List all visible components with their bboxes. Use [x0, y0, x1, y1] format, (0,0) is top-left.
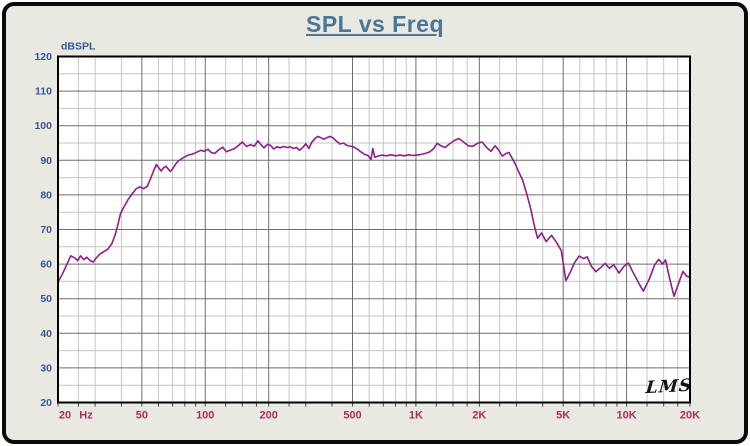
y-tick-label: 20	[40, 397, 52, 409]
x-tick-label: 50	[136, 410, 148, 422]
y-tick-label: 40	[40, 328, 52, 340]
y-tick-label: 70	[40, 224, 52, 236]
y-tick-label: 50	[40, 293, 52, 305]
plot-border	[57, 55, 691, 404]
y-tick-label: 120	[34, 51, 52, 63]
x-tick-label: 200	[259, 410, 277, 422]
x-tick-label: 10K	[616, 410, 636, 422]
y-tick-label: 60	[40, 259, 52, 271]
x-tick-label: 1K	[409, 410, 423, 422]
y-tick-label: 90	[40, 155, 52, 167]
spl-curve	[57, 135, 691, 298]
y-axis-unit-label: dBSPL	[61, 41, 96, 53]
x-tick-label: 100	[196, 410, 214, 422]
y-tick-label: 30	[40, 362, 52, 374]
y-tick-label: 110	[35, 86, 52, 98]
x-tick-label: 20K	[680, 410, 700, 422]
y-tick-label: 80	[40, 189, 52, 201]
x-tick-label: 5K	[556, 410, 570, 422]
y-tick-label: 100	[34, 120, 52, 132]
x-tick-label: 500	[343, 410, 361, 422]
x-tick-label: 2K	[472, 410, 486, 422]
x-tick-label: 20	[59, 410, 71, 422]
lms-logo: LMS	[644, 375, 694, 399]
chart-title: SPL vs Freq	[305, 11, 445, 37]
x-axis-unit-label: Hz	[79, 410, 93, 422]
